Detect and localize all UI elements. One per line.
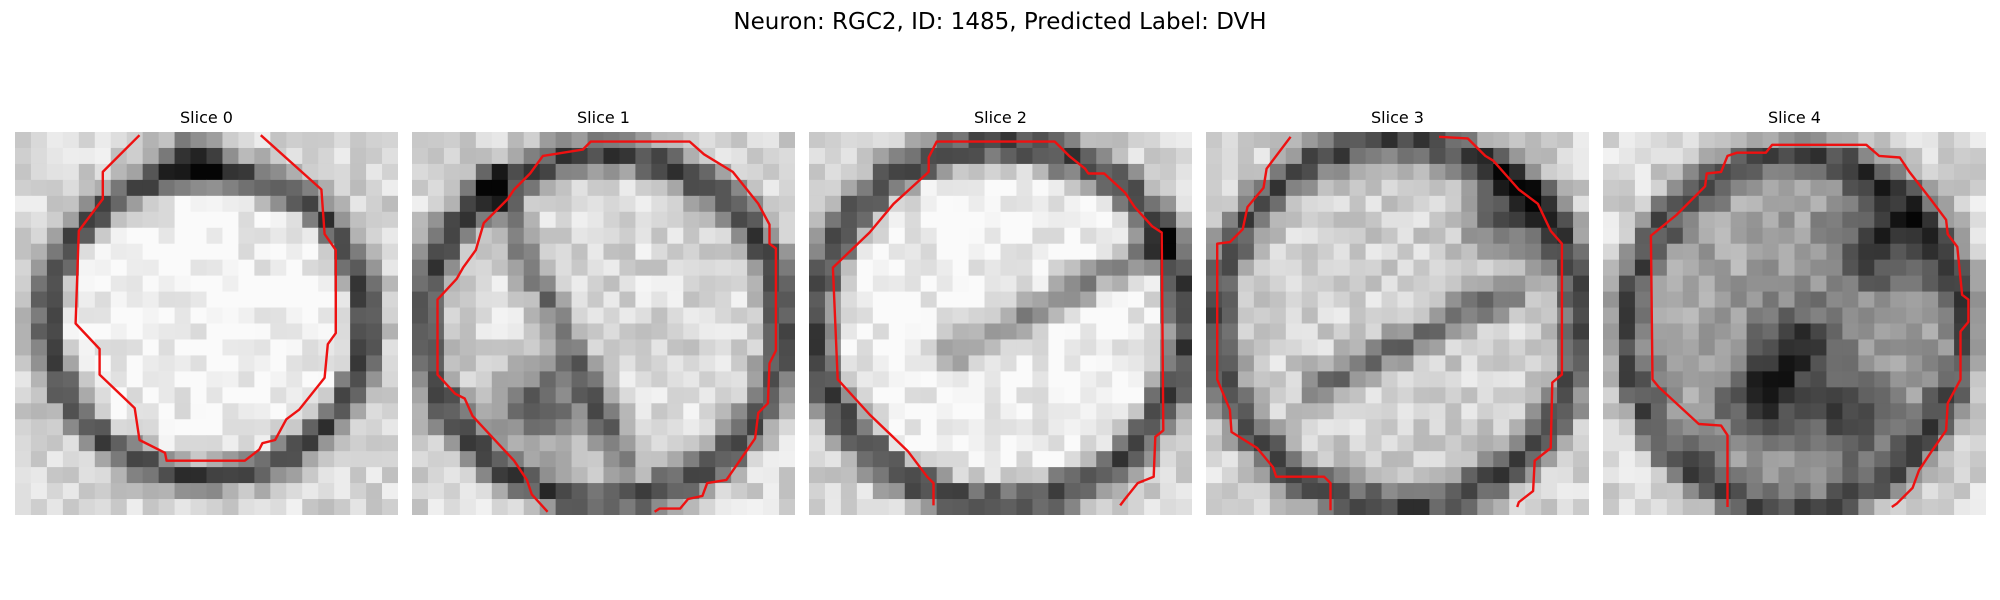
slice-panel-3: Slice 3 xyxy=(1206,108,1589,515)
slice-panel-2: Slice 2 xyxy=(809,108,1192,515)
contour-line xyxy=(436,140,778,513)
image-pixels xyxy=(15,132,398,515)
image-pixels xyxy=(1603,132,1986,515)
slice-image-2 xyxy=(809,132,1192,515)
slice-title: Slice 1 xyxy=(577,108,630,127)
slice-panel-1: Slice 1 xyxy=(412,108,795,515)
contour-line xyxy=(1215,136,1332,511)
contour-line xyxy=(74,134,337,462)
slice-image-0 xyxy=(15,132,398,515)
slice-image-4 xyxy=(1603,132,1986,515)
slice-image-1 xyxy=(412,132,795,515)
slice-title: Slice 2 xyxy=(974,108,1027,127)
slice-image-3 xyxy=(1206,132,1589,515)
figure-title: Neuron: RGC2, ID: 1485, Predicted Label:… xyxy=(733,9,1267,35)
slice-panel-4: Slice 4 xyxy=(1603,108,1986,515)
slice-panel-0: Slice 0 xyxy=(15,108,398,515)
image-pixels xyxy=(1206,132,1589,515)
contour-line xyxy=(831,140,1165,507)
slice-title: Slice 0 xyxy=(180,108,233,127)
contour-line xyxy=(1438,135,1564,508)
image-pixels xyxy=(809,132,1192,515)
image-pixels xyxy=(412,132,795,515)
slice-title: Slice 4 xyxy=(1768,108,1821,127)
contour-line xyxy=(1649,143,1970,508)
slice-title: Slice 3 xyxy=(1371,108,1424,127)
